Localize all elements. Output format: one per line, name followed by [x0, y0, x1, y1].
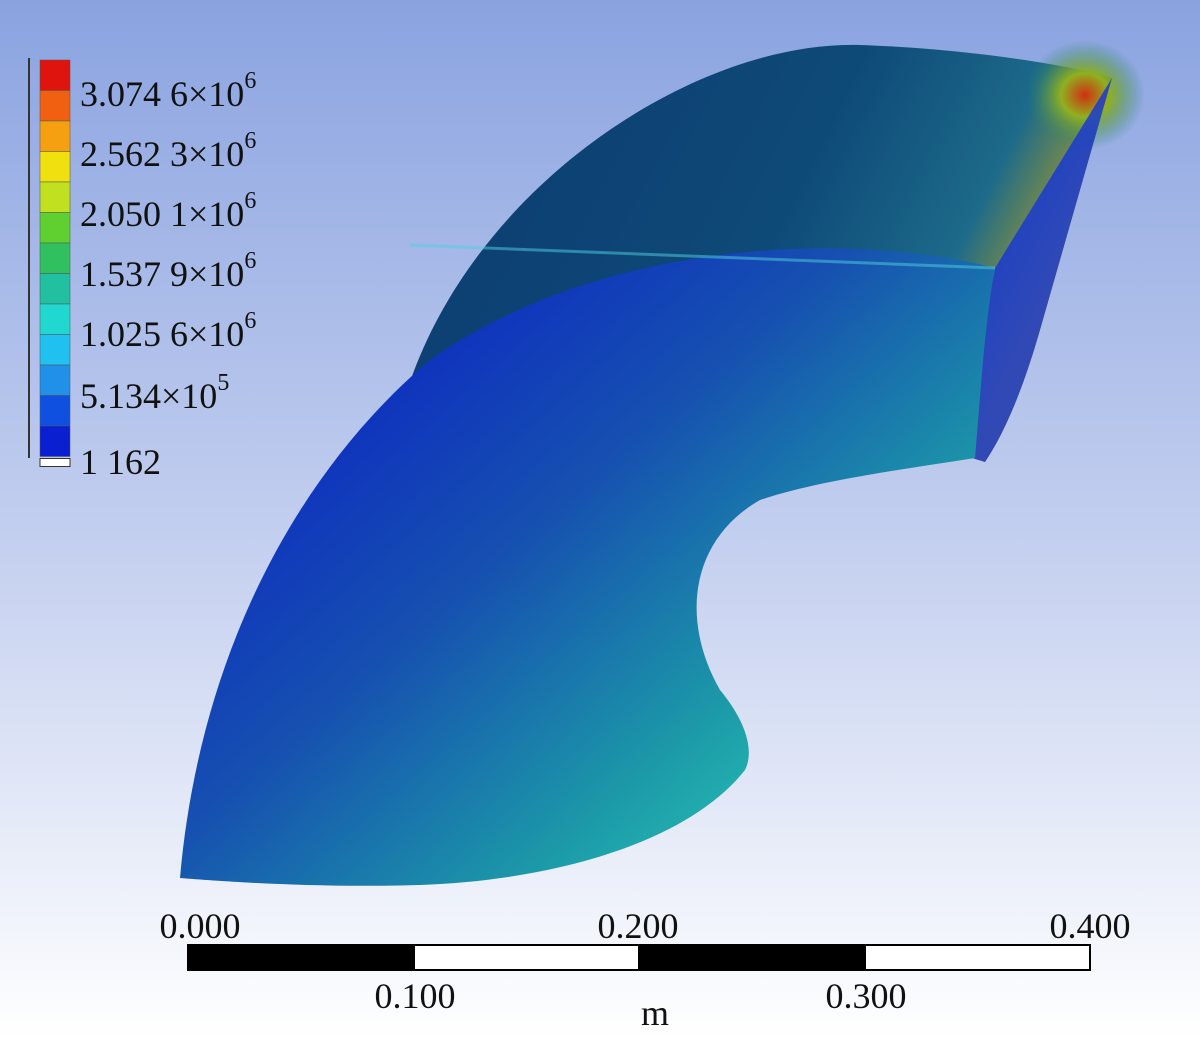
legend-swatch	[39, 242, 71, 274]
legend-label-exponent: 5	[217, 370, 229, 396]
legend-label: 3.074 6×106	[80, 68, 256, 114]
legend-swatch	[39, 334, 71, 366]
legend-label: 2.562 3×106	[80, 128, 256, 174]
legend-swatch	[39, 425, 71, 457]
legend-label-text: 2.050 1×10	[80, 194, 244, 234]
legend-swatch	[39, 151, 71, 183]
legend-swatch	[39, 120, 71, 152]
legend-swatch	[39, 303, 71, 335]
legend-label-text: 1 162	[80, 442, 161, 482]
legend-bracket	[28, 58, 30, 458]
hot-spot	[1025, 40, 1145, 150]
legend-label-text: 5.134×10	[80, 376, 217, 416]
scale-label: 0.300	[826, 976, 907, 1016]
legend-label-exponent: 6	[244, 68, 256, 94]
scale-bar-segment	[638, 945, 866, 970]
legend-label: 1.537 9×106	[80, 248, 256, 294]
legend-swatch	[39, 395, 71, 427]
scale-bar-segment	[188, 945, 415, 970]
legend-swatch	[39, 364, 71, 396]
legend-swatch	[39, 212, 71, 244]
scale-label: 0.400	[1050, 906, 1131, 946]
legend-label-text: 1.025 6×10	[80, 314, 244, 354]
legend-swatch	[39, 59, 71, 91]
legend-label-exponent: 6	[244, 188, 256, 214]
legend-label: 5.134×105	[80, 370, 229, 416]
legend-label: 1 162	[80, 442, 161, 482]
front-blade	[180, 248, 995, 886]
legend-swatch	[39, 181, 71, 213]
scale-label: 0.000	[160, 906, 241, 946]
legend-label-exponent: 6	[244, 308, 256, 334]
legend-label: 1.025 6×106	[80, 308, 256, 354]
legend-swatch	[39, 273, 71, 305]
legend-swatch	[39, 458, 71, 467]
scale-label: 0.100	[375, 976, 456, 1016]
legend-label-text: 1.537 9×10	[80, 254, 244, 294]
blade-edge	[970, 78, 1112, 462]
legend-label-exponent: 6	[244, 248, 256, 274]
legend-label-text: 2.562 3×10	[80, 134, 244, 174]
blade-rim	[409, 243, 996, 270]
scale-unit: m	[641, 993, 669, 1033]
legend-label-text: 3.074 6×10	[80, 74, 244, 114]
legend-swatch	[39, 90, 71, 122]
legend-label: 2.050 1×106	[80, 188, 256, 234]
scale-labels: 0.000 0.200 0.400 0.100 0.300 m	[160, 906, 1131, 1033]
legend-label-exponent: 6	[244, 128, 256, 154]
scale-label: 0.200	[598, 906, 679, 946]
